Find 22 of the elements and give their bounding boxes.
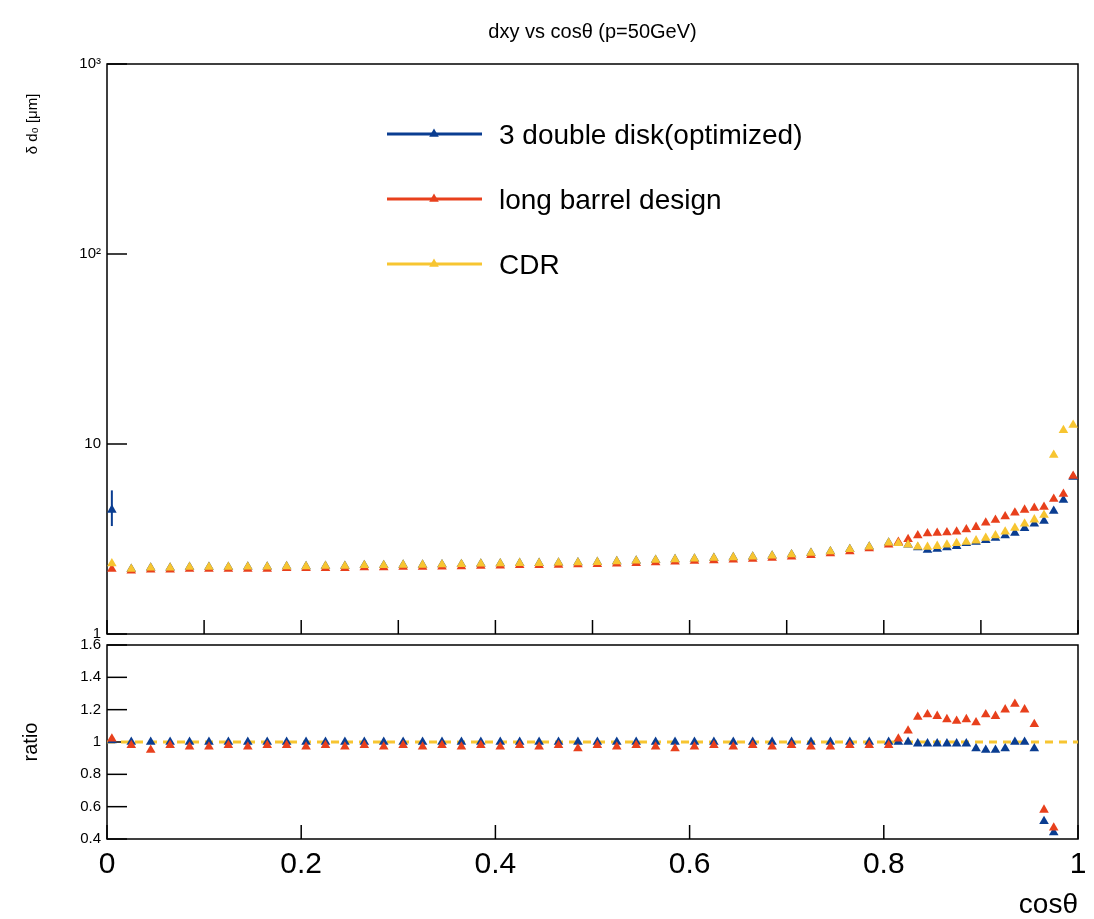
x-tick-label: 0.8 xyxy=(862,846,905,879)
legend-label: CDR xyxy=(499,249,560,280)
y-tick-label: 1 xyxy=(92,731,101,749)
legend-label: long barrel design xyxy=(499,184,722,215)
y-tick-label: 1.2 xyxy=(80,699,101,717)
x-tick-label: 1 xyxy=(1069,846,1087,879)
y-tick-label: 10³ xyxy=(79,53,101,71)
y-tick-label: 10² xyxy=(79,243,101,261)
y-tick-label: 0.6 xyxy=(80,796,101,814)
y-tick-label: 10 xyxy=(84,433,101,451)
x-tick-label: 0.2 xyxy=(280,846,323,879)
x-tick-label: 0 xyxy=(98,846,116,879)
chart-title: dxy vs cosθ (p=50GeV) xyxy=(488,20,697,42)
y-axis-title: δ d₀ [μm] xyxy=(23,93,40,155)
y-tick-label: 0.4 xyxy=(80,828,101,846)
x-axis-title: cosθ xyxy=(1018,888,1078,919)
x-tick-label: 0.4 xyxy=(474,846,517,879)
y-axis-title: ratio xyxy=(19,722,41,762)
y-tick-label: 1.4 xyxy=(80,666,101,684)
x-tick-label: 0.6 xyxy=(668,846,711,879)
y-tick-label: 0.8 xyxy=(80,763,101,781)
legend-label: 3 double disk(optimized) xyxy=(499,119,803,150)
